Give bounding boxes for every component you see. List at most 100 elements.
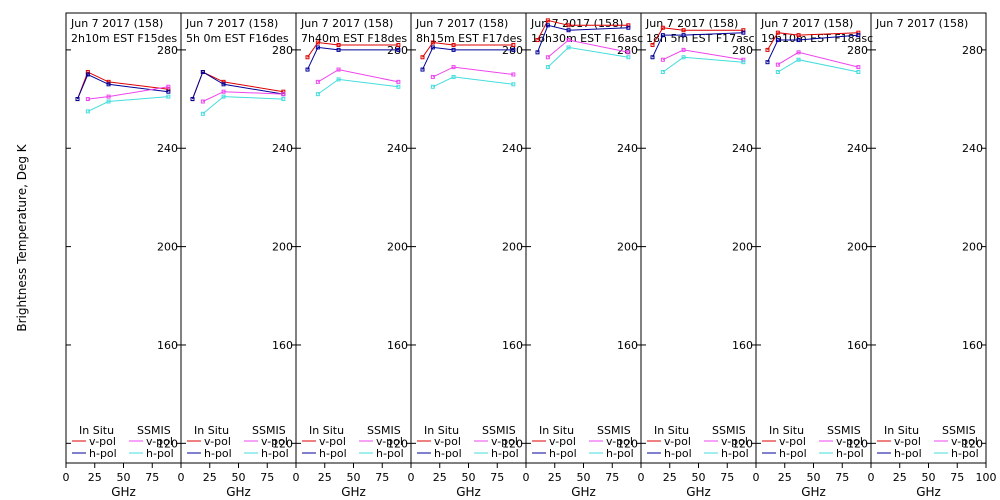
panel-7: 120 160 200 240 280 0 25 50 75 GHz Jun 7 2017 (158… bbox=[753, 12, 873, 499]
ssmis_v-point bbox=[741, 57, 746, 62]
legend-in-situ-vpol-label: v-pol bbox=[89, 435, 116, 448]
y-tick-label: 200 bbox=[617, 241, 638, 254]
ssmis_h-point bbox=[281, 97, 286, 102]
y-tick-label: 240 bbox=[732, 142, 753, 155]
in_situ_h-line bbox=[537, 24, 629, 53]
y-axis-label: Brightness Temperature, Deg K bbox=[15, 143, 29, 331]
panel-date: Jun 7 2017 (158) bbox=[875, 17, 968, 30]
in_situ_h-point bbox=[200, 70, 205, 75]
in_situ_h-point bbox=[650, 55, 655, 60]
x-tick-label: 0 bbox=[753, 471, 760, 484]
ssmis_h-point bbox=[315, 92, 320, 97]
y-tick-label: 240 bbox=[272, 142, 293, 155]
legend-in-situ-title: In Situ bbox=[79, 424, 114, 437]
legend-in-situ-title: In Situ bbox=[424, 424, 459, 437]
in_situ_v-point bbox=[451, 42, 456, 47]
x-tick-label: 25 bbox=[318, 471, 332, 484]
y-tick-label: 240 bbox=[617, 142, 638, 155]
ssmis_v-point bbox=[200, 99, 205, 104]
panel-frame bbox=[755, 12, 872, 464]
y-tick-label: 160 bbox=[962, 339, 983, 352]
x-tick-label: 0 bbox=[638, 471, 645, 484]
y-tick-label: 160 bbox=[847, 339, 868, 352]
in_situ_v-line bbox=[307, 41, 399, 58]
legend-ssmis-vpol-label: v-pol bbox=[951, 435, 978, 448]
legend-ssmis-title: SSMIS bbox=[137, 424, 171, 437]
legend-in-situ-vpol-label: v-pol bbox=[549, 435, 576, 448]
in_situ_h-point bbox=[396, 47, 401, 52]
y-tick-label: 200 bbox=[387, 241, 408, 254]
legend-ssmis-hpol-label: h-pol bbox=[261, 447, 289, 460]
in_situ_v-point bbox=[281, 89, 286, 94]
in_situ_v-point bbox=[166, 87, 171, 92]
ssmis_h-point bbox=[451, 74, 456, 79]
in_situ_h-point bbox=[775, 38, 780, 43]
in_situ_h-point bbox=[315, 45, 320, 50]
legend-in-situ-vpol-label: v-pol bbox=[434, 435, 461, 448]
in_situ_v-line bbox=[422, 41, 514, 58]
panel-series bbox=[535, 18, 631, 70]
ssmis_h-point bbox=[775, 70, 780, 75]
legend-ssmis-title: SSMIS bbox=[827, 424, 861, 437]
in_situ_v-point bbox=[305, 55, 310, 60]
panel-frame bbox=[640, 12, 757, 464]
ssmis_h-point bbox=[336, 77, 341, 82]
ssmis_v-point bbox=[626, 50, 631, 55]
in_situ_v-line bbox=[192, 71, 284, 100]
y-tick-label: 120 bbox=[962, 437, 983, 450]
legend-ssmis-hpol-label: h-pol bbox=[491, 447, 519, 460]
legend-ssmis-title: SSMIS bbox=[942, 424, 976, 437]
ssmis_h-point bbox=[396, 84, 401, 89]
x-tick-label: 0 bbox=[408, 471, 415, 484]
ssmis_v-point bbox=[660, 57, 665, 62]
y-tick-label: 160 bbox=[732, 339, 753, 352]
legend-in-situ-vpol-label: v-pol bbox=[204, 435, 231, 448]
x-tick-label: 75 bbox=[260, 471, 274, 484]
panel-date: Jun 7 2017 (158) bbox=[645, 17, 738, 30]
ssmis_h-point bbox=[511, 82, 516, 87]
legend-in-situ-vpol-label: v-pol bbox=[894, 435, 921, 448]
y-tick-label: 280 bbox=[962, 44, 983, 57]
in_situ_v-point bbox=[660, 25, 665, 30]
x-tick-label: 25 bbox=[548, 471, 562, 484]
ssmis_h-point bbox=[856, 70, 861, 75]
x-axis-label: GHz bbox=[341, 485, 366, 499]
ssmis_h-point bbox=[681, 55, 686, 60]
y-tick-label: 200 bbox=[962, 241, 983, 254]
x-tick-label: 100 bbox=[976, 471, 997, 484]
ssmis_v-point bbox=[336, 67, 341, 72]
legend-ssmis-vpol-label: v-pol bbox=[261, 435, 288, 448]
in_situ_h-point bbox=[221, 82, 226, 87]
in_situ_h-line bbox=[422, 46, 514, 70]
ssmis_h-line bbox=[432, 76, 514, 88]
legend-ssmis-title: SSMIS bbox=[482, 424, 516, 437]
ssmis_h-point bbox=[221, 94, 226, 99]
in_situ_h-point bbox=[420, 67, 425, 72]
y-tick-label: 200 bbox=[847, 241, 868, 254]
y-tick-label: 120 bbox=[847, 437, 868, 450]
legend-ssmis-hpol-label: h-pol bbox=[606, 447, 634, 460]
x-tick-label: 0 bbox=[523, 471, 530, 484]
legend-in-situ-hpol-label: h-pol bbox=[434, 447, 462, 460]
x-tick-label: 75 bbox=[835, 471, 849, 484]
ssmis_h-point bbox=[796, 57, 801, 62]
x-tick-label: 25 bbox=[203, 471, 217, 484]
in_situ_h-point bbox=[305, 67, 310, 72]
legend-ssmis-title: SSMIS bbox=[367, 424, 401, 437]
y-tick-label: 280 bbox=[157, 44, 178, 57]
y-tick-label: 240 bbox=[157, 142, 178, 155]
ssmis_v-point bbox=[681, 47, 686, 52]
in_situ_v-point bbox=[336, 42, 341, 47]
y-tick-label: 240 bbox=[502, 142, 523, 155]
legend-in-situ-hpol-label: h-pol bbox=[894, 447, 922, 460]
legend-ssmis-hpol-label: h-pol bbox=[951, 447, 979, 460]
ssmis_v-point bbox=[85, 97, 90, 102]
panel-subtitle: 2h10m EST F15des bbox=[71, 32, 177, 45]
x-tick-label: 0 bbox=[178, 471, 185, 484]
panel-series bbox=[420, 40, 516, 89]
legend-in-situ-title: In Situ bbox=[309, 424, 344, 437]
ssmis_v-point bbox=[856, 65, 861, 70]
